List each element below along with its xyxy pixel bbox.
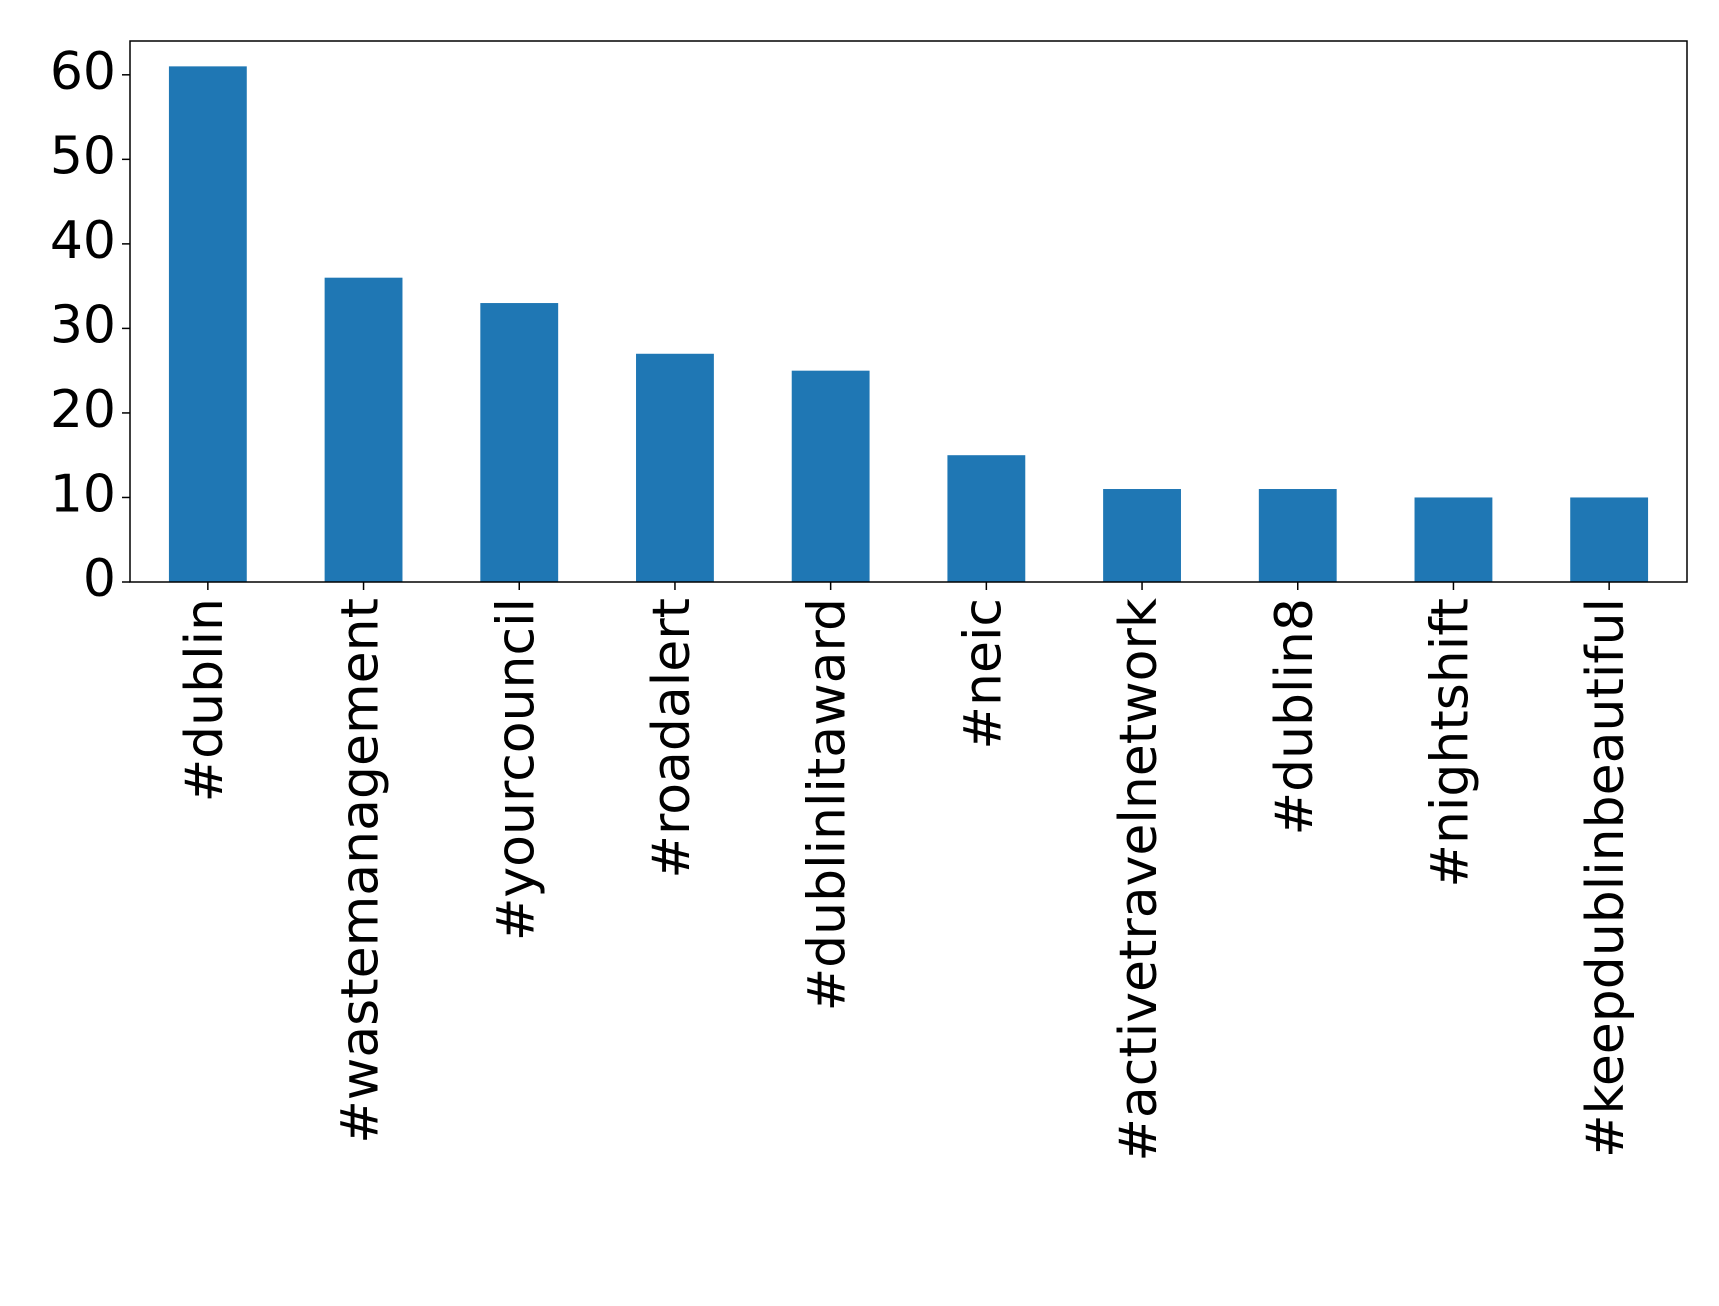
x-tick-label: #dublin8: [1265, 598, 1325, 835]
x-tick-label: #neic: [953, 598, 1013, 750]
x-tick-label: #activetravelnetwork: [1109, 598, 1169, 1162]
plot-frame: [129, 40, 1688, 583]
bar: [1414, 497, 1493, 582]
x-tick-label: #dublinlitaward: [798, 598, 858, 1011]
bar: [947, 455, 1026, 582]
bar: [324, 277, 403, 582]
bar: [480, 303, 559, 582]
bar: [1570, 497, 1649, 582]
y-tick-label: 20: [50, 380, 116, 440]
x-tick-label: #roadalert: [642, 598, 702, 879]
y-tick-label: 30: [50, 295, 116, 355]
y-tick-label: 40: [50, 211, 116, 271]
bar: [1258, 489, 1337, 582]
y-tick-label: 10: [50, 464, 116, 524]
x-tick-label: #nightshift: [1420, 598, 1480, 888]
bar: [636, 353, 714, 582]
x-tick-label: #yourcouncil: [486, 598, 546, 941]
bar: [168, 66, 247, 582]
x-tick-label: #dublin: [175, 598, 235, 802]
y-tick-label: 0: [83, 549, 116, 609]
y-tick-label: 60: [50, 42, 116, 102]
x-tick-label: #keepdublinbeautiful: [1576, 598, 1636, 1158]
bar: [791, 370, 870, 582]
x-tick-label: #wastemanagement: [331, 598, 391, 1144]
y-tick-label: 50: [50, 126, 116, 186]
bar: [1103, 489, 1181, 582]
